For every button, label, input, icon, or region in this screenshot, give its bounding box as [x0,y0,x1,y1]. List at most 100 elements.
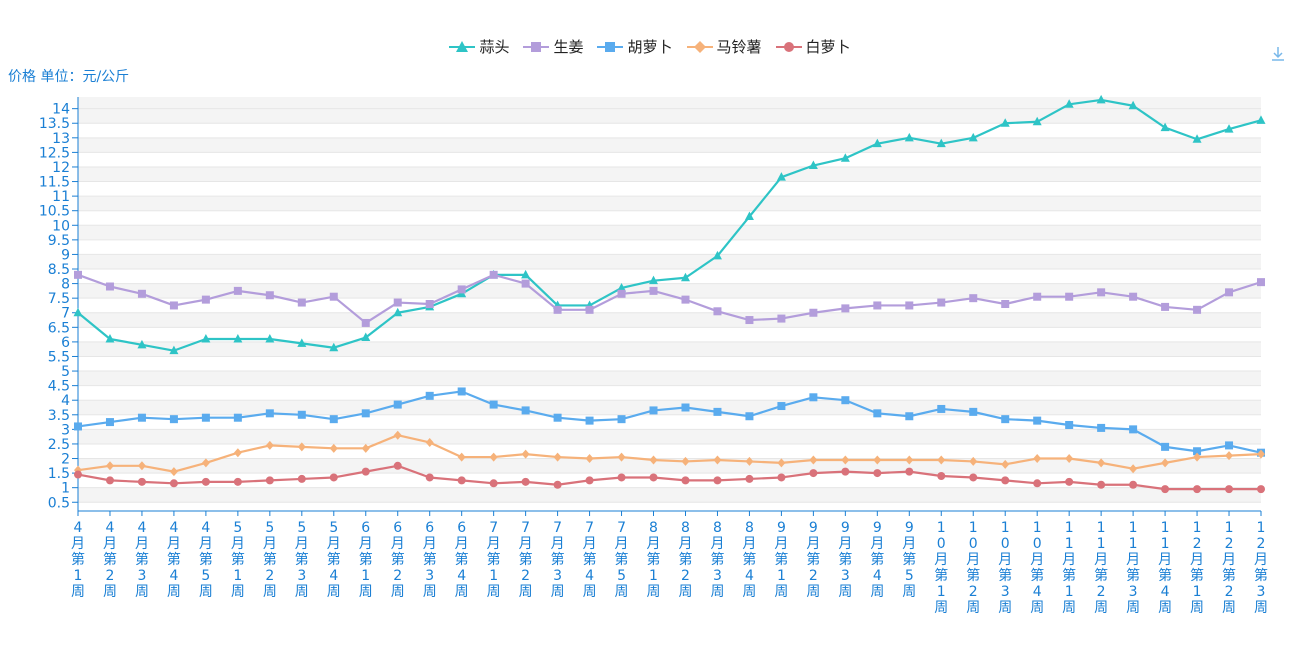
potato-series-line [77,434,1262,473]
radish-point [969,473,978,482]
x-tick-label: 4 月第 4 周 [167,520,181,600]
legend-item-radish[interactable]: 白萝卜 [775,36,851,57]
garlic-series-line [77,98,1262,352]
legend-item-ginger[interactable]: 生姜 [523,36,583,57]
grid-band [78,166,1261,182]
legend-label-radish: 白萝卜 [805,38,851,56]
carrot-point [393,400,402,409]
x-tick-label: 9 月第 3 周 [838,520,852,600]
x-tick-label: 7 月第 2 周 [519,520,533,600]
radish-point [169,479,178,488]
y-tick-label: 7.5 [48,291,70,307]
ginger-point [425,300,434,308]
y-tick-label: 10.5 [39,204,70,220]
carrot-point [361,409,370,418]
y-tick-label: 11 [52,189,70,205]
carrot-point [969,407,978,416]
square-icon [597,41,624,52]
radish-point [1033,479,1042,488]
x-tick-label: 1 0 月第 1 周 [934,520,948,616]
y-tick-label: 13 [52,131,70,147]
y-tick-label: 12.5 [39,145,70,161]
x-tick-label: 1 0 月第 4 周 [1030,520,1044,616]
carrot-point [1193,447,1202,456]
radish-point [1193,485,1202,494]
legend-label-garlic: 蒜头 [479,38,510,56]
garlic-point [1096,94,1106,104]
ginger-point [809,308,818,317]
ginger-point [521,279,530,288]
download-icon[interactable] [1268,44,1288,64]
y-tick-label: 6 [61,335,70,351]
carrot-point [74,422,82,431]
ginger-point [233,286,242,295]
legend-label-potato: 马铃薯 [716,38,762,56]
carrot-point [233,413,242,422]
x-tick-label: 4 月第 5 周 [199,520,213,600]
potato-point [1257,449,1265,459]
y-tick-label: 12 [52,160,70,176]
radish-point [137,477,146,486]
x-tick-label: 9 月第 5 周 [902,520,916,600]
potato-point [329,443,338,453]
legend-item-potato[interactable]: 马铃薯 [686,36,762,57]
y-tick-label: 10 [52,218,70,234]
ginger-point [1129,292,1138,301]
garlic-point [1064,99,1074,108]
x-tick-label: 1 1 月第 2 周 [1094,520,1108,616]
carrot-point [1161,442,1170,451]
ginger-point [905,301,914,310]
carrot-point [521,406,530,415]
radish-point [745,474,754,483]
grid-band [78,283,1261,299]
potato-point [873,455,882,465]
garlic-point [1032,116,1042,126]
potato-point [233,448,242,458]
ginger-point [649,286,658,295]
potato-point [169,467,178,477]
potato-point [937,455,946,465]
garlic-point [1000,118,1010,127]
y-tick-label: 1.5 [48,466,70,482]
ginger-point [361,318,370,327]
legend-item-garlic[interactable]: 蒜头 [449,36,509,57]
garlic-point [968,132,978,142]
legend-item-carrot[interactable]: 胡萝卜 [597,36,673,57]
radish-point [1161,485,1170,494]
potato-point [1193,452,1202,462]
ginger-point [1065,292,1074,301]
radish-point [393,461,402,470]
carrot-point [137,413,146,422]
y-tick-label: 3 [61,422,70,438]
potato-point [297,442,306,452]
y-tick-label: 3.5 [48,408,70,424]
carrot-point [681,403,690,412]
y-tick-label: 0.5 [48,495,70,511]
garlic-point [169,345,179,355]
ginger-point [1033,292,1042,301]
y-tick-label: 6.5 [48,320,70,336]
garlic-point [776,172,786,181]
carrot-point [1033,416,1042,425]
radish-point [809,469,818,478]
x-tick-label: 4 月第 3 周 [135,520,149,600]
ginger-point [169,301,178,310]
triangle-icon [449,40,476,52]
radish-point [329,473,338,482]
ginger-point [681,295,690,304]
grid-band [78,371,1261,386]
ginger-point [745,316,754,325]
radish-point [425,473,434,482]
ginger-point [585,305,594,314]
ginger-point [1161,302,1170,311]
carrot-point [585,416,594,425]
y-tick-label: 2.5 [48,437,70,453]
carrot-point [649,406,658,415]
legend-label-ginger: 生姜 [553,38,584,56]
ginger-point [617,289,626,298]
x-tick-label: 9 月第 4 周 [870,520,884,600]
x-tick-label: 1 2 月第 2 周 [1222,520,1236,616]
radish-point [297,474,306,483]
potato-point [841,455,850,465]
